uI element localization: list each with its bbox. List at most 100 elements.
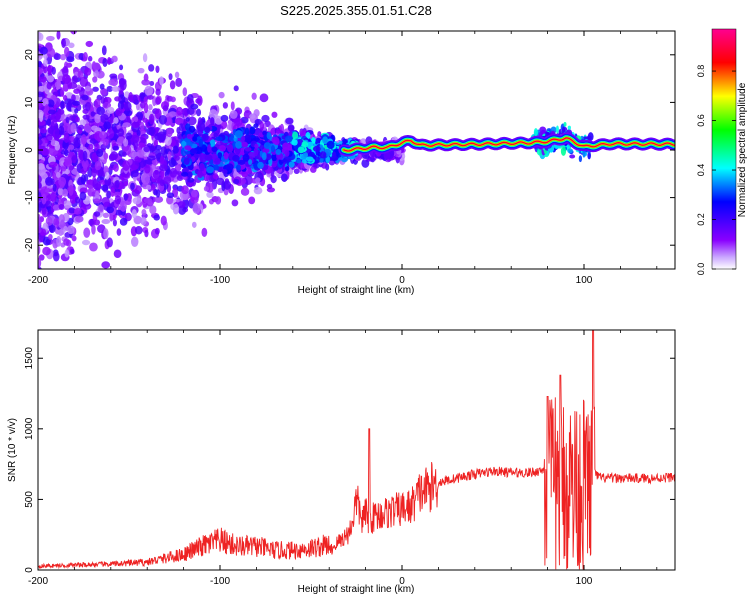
noise-blob (248, 196, 256, 205)
snr-series-line (38, 330, 675, 570)
noise-blob (74, 108, 79, 114)
noise-blob (63, 132, 70, 143)
noise-blob (101, 261, 111, 269)
noise-blob (79, 76, 89, 87)
noise-blob (154, 144, 162, 151)
noise-blob (166, 127, 173, 138)
noise-blob (93, 219, 101, 226)
noise-blob (84, 67, 92, 76)
noise-blob (206, 191, 214, 198)
noise-blob (103, 121, 111, 130)
noise-blob (94, 190, 100, 199)
noise-blob (47, 64, 52, 76)
noise-blob (103, 165, 109, 174)
signal-blob (303, 152, 309, 158)
noise-blob (131, 121, 140, 129)
noise-blob (45, 216, 53, 226)
noise-blob (100, 96, 105, 104)
noise-blob (38, 257, 42, 269)
colorbar-ticks: 0.0 0.2 0.4 0.6 0.8 (696, 65, 736, 275)
noise-blob (50, 192, 57, 203)
noise-blob (154, 196, 164, 203)
noise-blob (38, 227, 42, 234)
noise-blob (38, 194, 41, 203)
noise-blob (166, 195, 174, 205)
disturbance-blob (567, 125, 571, 130)
signal-blob (232, 154, 240, 162)
signal-blob (237, 159, 246, 165)
noise-blob (87, 55, 93, 62)
disturbance-blob (587, 151, 591, 160)
noise-blob (172, 203, 180, 215)
noise-blob (83, 162, 88, 172)
signal-blob (185, 117, 190, 122)
signal-blob (282, 142, 290, 150)
noise-blob (270, 175, 277, 184)
signal-blob (207, 144, 212, 153)
noise-blob (174, 117, 184, 125)
signal-blob (242, 153, 250, 162)
noise-blob (74, 207, 82, 215)
noise-blob (155, 88, 161, 96)
noise-blob (73, 88, 81, 94)
colorbar-gradient (711, 28, 737, 270)
noise-blob (249, 113, 256, 119)
x-tick-label: 0 (399, 275, 405, 286)
noise-blob (110, 187, 115, 197)
noise-blob (79, 119, 87, 126)
noise-blob (155, 65, 160, 74)
noise-blob (39, 46, 48, 55)
spectrogram-data (38, 31, 675, 269)
noise-blob (102, 57, 108, 67)
noise-blob (41, 147, 50, 156)
noise-blob (113, 249, 122, 259)
noise-blob (60, 53, 67, 61)
noise-blob (84, 125, 92, 133)
noise-blob (196, 108, 202, 117)
signal-blob (228, 136, 234, 141)
x-tick-label: -100 (210, 275, 230, 286)
signal-blob (326, 140, 335, 150)
noise-blob (99, 83, 105, 90)
noise-blob (190, 103, 199, 110)
noise-blob (83, 227, 91, 238)
noise-blob (143, 102, 149, 114)
noise-blob (98, 130, 107, 139)
noise-blob (122, 122, 131, 128)
noise-blob (71, 75, 78, 84)
signal-blob (312, 145, 321, 152)
noise-blob (46, 118, 52, 126)
noise-blob (149, 205, 157, 215)
noise-blob (271, 111, 278, 118)
noise-blob (229, 110, 238, 119)
noise-blob (48, 234, 53, 240)
noise-blob (119, 200, 127, 212)
noise-blob (38, 139, 43, 146)
signal-blob (212, 164, 220, 171)
disturbance-blob (539, 126, 547, 133)
signal-blob (211, 146, 218, 153)
noise-blob (131, 164, 138, 171)
noise-blob (103, 96, 112, 104)
snr-x-label: Height of straight line (km) (298, 584, 415, 595)
noise-blob (166, 192, 175, 199)
noise-blob (60, 87, 65, 98)
noise-blob (111, 55, 118, 63)
noise-blob (130, 182, 135, 191)
noise-blob (139, 121, 145, 131)
signal-blob (214, 157, 221, 165)
noise-blob (86, 179, 95, 189)
noise-blob (103, 228, 109, 240)
noise-blob (182, 87, 188, 97)
noise-blob (155, 189, 161, 198)
noise-blob (58, 176, 67, 187)
noise-blob (61, 38, 66, 49)
noise-blob (113, 117, 119, 124)
signal-blob (226, 143, 234, 153)
noise-blob (112, 145, 120, 151)
signal-blob (319, 158, 324, 163)
signal-blob (270, 145, 276, 153)
noise-blob (38, 85, 46, 92)
noise-blob (109, 212, 114, 222)
